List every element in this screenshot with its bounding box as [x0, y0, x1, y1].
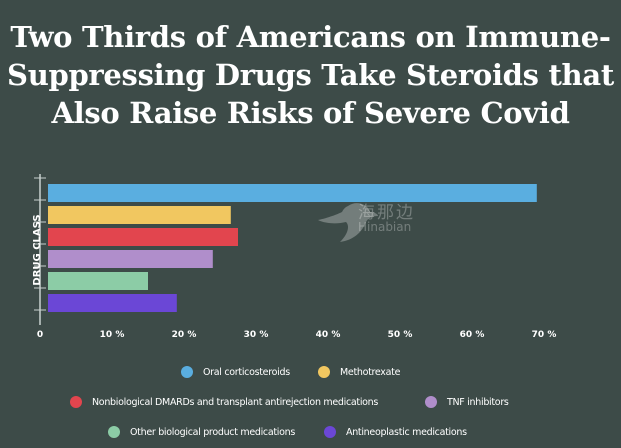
- chart-title: Two Thirds of Americans on Immune- Suppr…: [0, 18, 621, 132]
- bar-3: [48, 250, 213, 268]
- bar-2: [48, 228, 238, 246]
- x-tick-label-1: 10 %: [100, 330, 125, 340]
- x-tick-label-3: 30 %: [244, 330, 269, 340]
- bars-group: [48, 184, 537, 312]
- watermark-cn: 海那边: [358, 203, 415, 223]
- y-axis-ticks: [34, 177, 46, 311]
- bar-4: [48, 272, 148, 290]
- bar-0: [48, 184, 537, 202]
- x-tick-label-0: 0: [37, 330, 43, 340]
- bar-5: [48, 294, 177, 312]
- title-line-2: Suppressing Drugs Take Steroids that: [7, 58, 614, 92]
- bar-1: [48, 206, 231, 224]
- y-axis-label: DRUG CLASS: [32, 214, 43, 285]
- x-tick-label-4: 40 %: [316, 330, 341, 340]
- title-line-3: Also Raise Risks of Severe Covid: [51, 96, 570, 130]
- bird-logo-icon: [318, 203, 378, 242]
- x-tick-label-2: 20 %: [172, 330, 197, 340]
- x-tick-label-5: 50 %: [388, 330, 413, 340]
- title-line-1: Two Thirds of Americans on Immune-: [10, 20, 611, 54]
- x-axis-tick-labels: 0 10 % 20 % 30 % 40 % 50 % 60 % 70 %: [37, 330, 556, 340]
- watermark-en: Hinabian: [358, 220, 412, 234]
- x-tick-label-6: 60 %: [460, 330, 485, 340]
- x-tick-label-7: 70 %: [532, 330, 557, 340]
